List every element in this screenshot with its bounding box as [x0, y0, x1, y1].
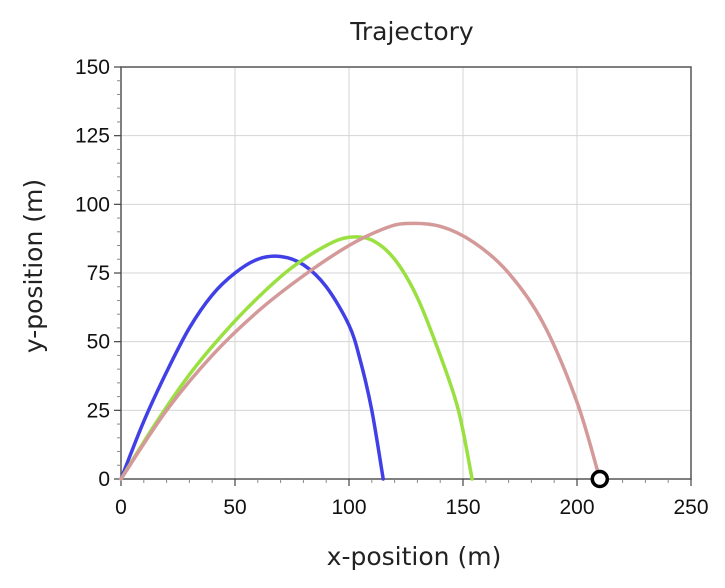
x-axis-label: x-position (m)	[327, 542, 502, 571]
y-tick-label: 0	[98, 468, 110, 491]
x-tick-label: 0	[115, 496, 127, 519]
y-tick-label: 75	[87, 262, 110, 285]
trajectory-line-1	[119, 254, 385, 481]
y-tick-label: 125	[75, 125, 110, 148]
chart-title: Trajectory	[349, 17, 474, 46]
x-tick-labels: 0 50 100 150 200 250	[115, 496, 708, 519]
y-tick-label: 25	[87, 399, 110, 422]
y-tick-labels: 0 25 50 75 100 125 150	[75, 56, 110, 491]
x-tick-label: 100	[331, 496, 366, 519]
trajectory-line-2	[119, 235, 474, 481]
landing-point-marker[interactable]	[590, 469, 610, 489]
x-tick-label: 200	[559, 496, 594, 519]
y-axis-label: y-position (m)	[19, 179, 48, 353]
axis-ticks	[114, 66, 692, 486]
x-tick-label: 50	[223, 496, 246, 519]
trajectory-series	[119, 221, 602, 481]
y-tick-label: 100	[75, 193, 110, 216]
trajectory-line-3	[119, 221, 602, 481]
x-tick-label: 150	[445, 496, 480, 519]
y-tick-label: 50	[87, 331, 110, 354]
y-tick-label: 150	[75, 56, 110, 79]
x-tick-label: 250	[673, 496, 708, 519]
markers	[590, 469, 610, 489]
